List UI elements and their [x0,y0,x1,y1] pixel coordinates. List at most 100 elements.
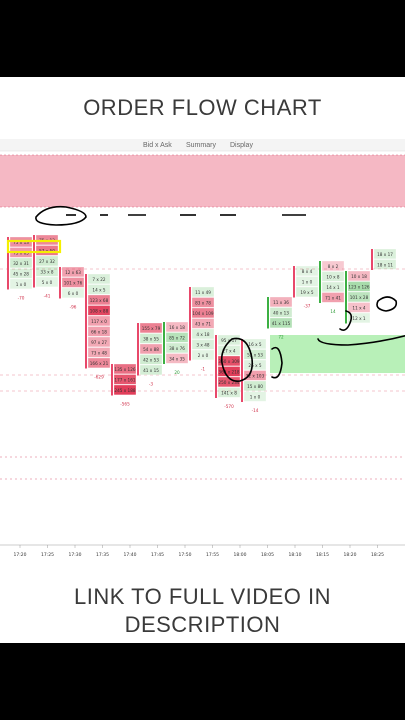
footprint-cell-label: 41 x 15 [143,368,159,373]
delta-label: -41 [44,294,51,299]
footprint-cell-label: 250 x 234 [218,380,239,385]
footprint-cell [165,332,189,343]
footprint-cell-label: 101 x 76 [64,280,83,285]
footprint-cell-label: 85 x 72 [169,335,185,340]
footprint-cell [347,302,371,313]
footprint-column: 95 x 17 27 x 4 360 x 309 362 x 218 250 x 234… [215,334,241,409]
footprint-column: 11 x 36 40 x 13 41 x 115 72 [267,296,293,340]
footprint-cell-label: 177 x 161 [114,377,135,382]
footprint-cell-label: 33 x 8 [40,269,53,274]
footprint-cell-label: 38 x 55 [143,336,159,341]
footprint-cell-label: 101 x 28 [350,295,369,300]
footprint-cell-label: 11 x 36 [273,300,289,305]
candle-body [319,261,321,303]
toolbar-tab-bid-ask[interactable]: Bid x Ask [143,142,172,149]
footprint-cell [347,291,371,303]
footprint-cell [87,347,111,358]
headline-bottom: LINK TO FULL VIDEO IN DESCRIPTION [73,584,332,637]
footprint-column: 16 x 18 85 x 72 38 x 76 34 x 35 20 [163,321,189,375]
time-tick-label: 17:35 [96,552,109,558]
footprint-cell [87,326,111,337]
footprint-cell [9,268,33,279]
footprint-cell-label: 97 x 27 [91,340,107,345]
candle-body [215,335,217,398]
footprint-column: 10 x 18 123 x 126 101 x 28 11 x 4 12 x 1 [345,270,371,324]
footprint-cell-label: 45 x 28 [13,271,29,276]
footprint-cell-label: 7 x 22 [92,277,105,282]
footprint-column: 11 x 49 83 x 78 104 x 109 43 x 71 4 x 18 3 x … [189,286,215,372]
time-tick-label: 18:05 [261,552,274,558]
footprint-cell [87,336,111,348]
annotation-mark-1 [339,310,353,331]
time-tick-label: 18:15 [316,552,329,558]
footprint-cell [165,353,189,364]
candle-body [371,249,373,270]
footprint-cell-label: 18 x 17 [377,252,393,257]
delta-label: 72 [278,335,284,340]
footprint-cell-label: 6 x 0 [68,291,79,296]
footprint-cell [61,277,85,288]
footprint-cell-label: 11 x 4 [352,305,365,310]
footprint-cell [165,321,189,333]
delta-label: 20 [174,370,180,375]
footprint-cell [243,391,267,402]
toolbar-tab-summary[interactable]: Summary [186,142,216,149]
footprint-column: 18 x 17 18 x 11 [371,248,397,270]
candle-body [85,274,87,369]
footprint-cell [321,292,345,303]
footprint-cell-label: 4 x 18 [196,332,209,337]
candle-body [241,339,243,402]
candle-body [345,271,347,324]
footprint-cell [347,281,371,292]
footprint-cell [191,328,215,340]
footprint-cell-label: 123 x 68 [90,298,109,303]
footprint-cell-label: 19 x 5 [300,290,313,295]
delta-label: -14 [252,408,259,413]
footprint-cell-label: 8 x 2 [328,264,339,269]
footprint-cell-label: 360 x 309 [218,359,239,364]
footprint-cell [9,278,33,290]
footprint-cell [35,255,59,267]
footprint-cell [321,281,345,293]
footprint-cell [113,374,137,385]
footprint-cell [165,342,189,354]
footprint-cell-label: 95 x 17 [221,338,237,343]
footprint-cell-label: 42 x 53 [143,357,159,362]
toolbar-tab-display[interactable]: Display [230,142,253,149]
footprint-cell [61,287,85,299]
annotation-bracket [271,346,283,379]
footprint-cell [87,315,111,327]
footprint-cell-label: 108 x 88 [90,308,109,313]
footprint-cell-label: 117 x 0 [91,319,107,324]
candle-body [33,235,35,288]
footprint-cell-label: 12 x 1 [352,316,365,321]
footprint-cell [295,265,319,277]
footprint-column: 12 x 63 101 x 76 6 x 0 -96 [59,266,85,310]
delta-label: 14 [330,309,336,314]
footprint-cell [139,354,163,365]
annotation-circle-volume [220,337,254,382]
footprint-cell [217,345,241,356]
delta-label: -96 [70,305,77,310]
time-tick-label: 17:40 [124,552,137,558]
footprint-cell-label: 123 x 126 [348,284,369,289]
footprint-cell-label: 8 x 4 [302,269,313,274]
delta-label: -570 [224,404,234,409]
footprint-cell [373,248,397,260]
footprint-cell-label: 141 x 8 [221,390,237,395]
footprint-cell-label: 18 x 11 [377,262,393,267]
time-tick-label: 18:20 [344,552,357,558]
footprint-cell-label: 245 x 188 [114,388,135,393]
footprint-cell-label: 32 x 31 [13,261,29,266]
footprint-cell-label: 12 x 63 [65,270,81,275]
delta-label: -629 [94,375,104,380]
footprint-cell-label: 1 x 0 [16,282,27,287]
footprint-cell-label: 40 x 13 [273,310,289,315]
footprint-cell [113,384,137,396]
footprint-cell-label: 32 x 103 [246,373,265,378]
footprint-cell [373,259,397,270]
footprint-cell [243,380,267,392]
footprint-cell-label: 43 x 71 [195,321,211,326]
candle-body [59,267,61,299]
footprint-cell-label: 3 x 48 [196,342,209,347]
